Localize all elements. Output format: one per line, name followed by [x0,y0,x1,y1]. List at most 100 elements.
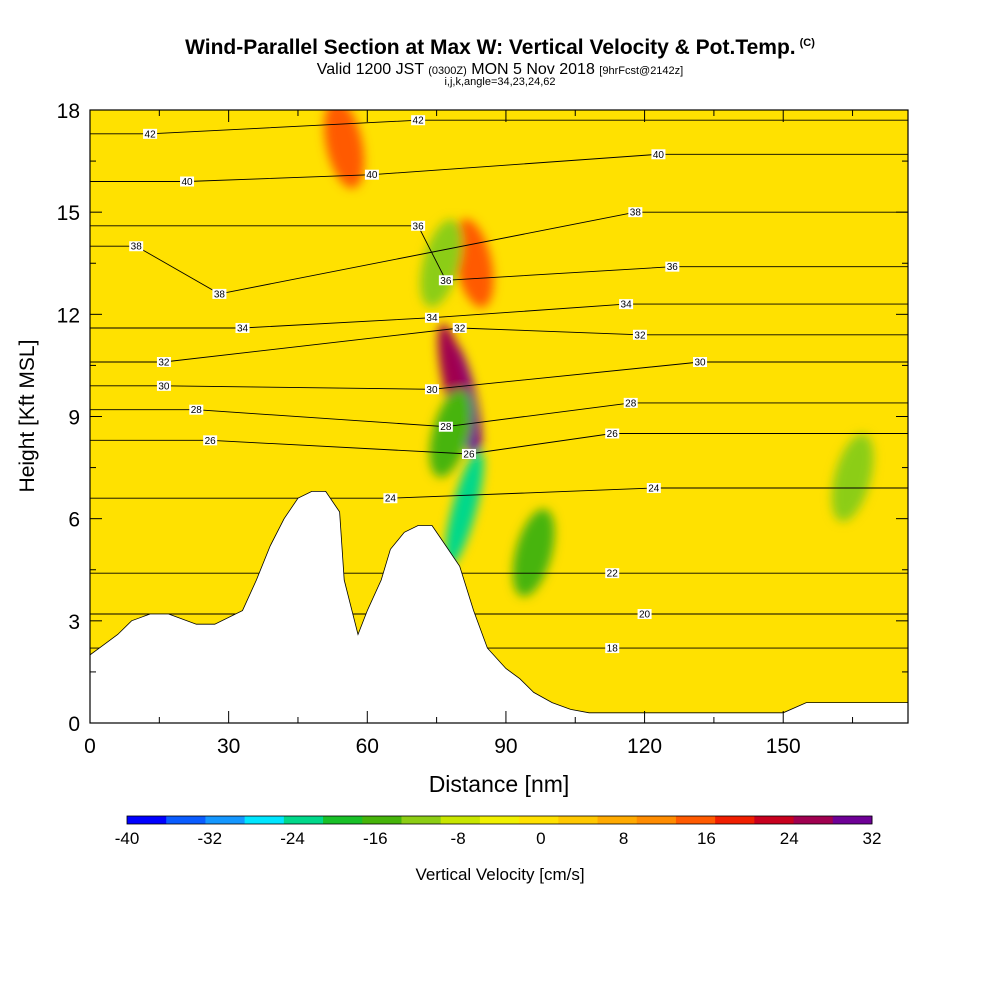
contour-label-text: 36 [413,221,425,232]
contour-label-text: 24 [648,484,660,495]
contour-label-box [605,568,620,579]
contour-label-text: 26 [607,429,619,440]
contour-label: 40 [651,149,666,161]
x-tick-label: 30 [217,735,240,758]
contour-label: 30 [424,384,439,396]
contour-label: 32 [632,329,647,341]
contour-label: 28 [438,421,453,433]
colorbar-swatch [519,816,559,824]
forecast-info: [9hrFcst@2142z] [599,65,684,77]
contour-label-text: 30 [694,358,706,369]
y-tick-label: 12 [57,304,80,327]
contour-label: 36 [411,220,426,232]
contour-label-text: 28 [191,405,203,416]
contour-label-box [424,384,439,395]
y-tick-label: 0 [68,713,80,736]
x-tick-label: 120 [627,735,662,758]
contour-label-box [646,483,661,494]
title-tag: (C) [799,37,815,49]
x-tick-label: 90 [494,735,517,758]
contour-label: 42 [411,115,426,127]
contour-label: 28 [189,404,204,416]
contour-label: 36 [665,261,680,273]
y-tick-label: 3 [68,611,80,634]
colorbar-swatch [205,816,246,824]
contour-label: 24 [646,483,661,495]
contour-label-text: 34 [426,313,438,324]
colorbar-swatch [636,816,677,824]
contour-label: 40 [364,169,379,181]
x-tick-label: 0 [84,735,96,758]
contour-label-text: 24 [385,494,397,505]
contour-label: 32 [156,357,171,369]
contour-label-box [203,435,218,446]
grid-info: i,j,k,angle=34,23,24,62 [444,76,556,88]
contour-label-box [212,288,227,299]
contour-label-text: 30 [158,381,170,392]
colorbar-swatch [675,816,716,824]
y-tick-label: 6 [68,509,80,532]
colorbar-tick-label: 8 [619,829,628,848]
colorbar-tick-label: 24 [780,829,799,848]
contour-labels: 42 42 40 40 40 38 38 38 36 36 36 34 34 34 32 32 32 30 30 30… [129,115,708,655]
velocity-feature [444,450,484,567]
velocity-feature [453,219,494,308]
contour-label-box [235,322,250,333]
y-tick-label: 18 [57,100,80,123]
colorbar-swatch [323,816,363,824]
contour-label: 24 [383,493,398,505]
contour-label-box [438,421,453,432]
contour-label-box [364,169,379,180]
contour-label: 30 [156,380,171,392]
terrain-mask [90,491,908,723]
colorbar-swatch [793,816,834,824]
y-tick-label: 15 [57,202,80,225]
contour-label: 18 [605,643,620,655]
velocity-feature [429,389,472,478]
colorbar-tick-label: 0 [536,829,545,848]
colorbar-swatch [479,816,520,824]
contour-label: 38 [628,207,643,219]
contour-label-text: 32 [158,358,170,369]
contour-label-box [180,176,195,187]
colorbar-swatch [832,816,873,824]
contour-label-box [156,357,171,368]
colorbar-tick-label: -40 [115,829,140,848]
contour-label-box [665,261,680,272]
valid-date: MON 5 Nov 2018 [471,61,595,78]
isentrope-line [90,487,908,499]
contour-label-box [632,329,647,340]
contour-label-box [438,275,453,286]
y-axis-label: Height [Kft MSL] [16,340,39,493]
contour-label-text: 38 [214,289,226,300]
contour-label: 26 [203,435,218,447]
contour-label-box [452,322,467,333]
velocity-feature [512,509,555,597]
contour-label: 36 [438,275,453,287]
contour-label: 42 [143,128,158,140]
contour-label-text: 28 [440,422,452,433]
colorbar-swatch [127,816,167,824]
contour-label-box [605,643,620,654]
contour-label-text: 32 [454,323,466,334]
colorbar-swatch [166,816,206,824]
colorbar-tick-label: -8 [451,829,466,848]
contour-label-text: 40 [366,170,378,181]
contour-label: 22 [605,568,620,580]
contour-label-text: 28 [625,398,637,409]
contour-label: 26 [605,428,620,440]
contour-label-box [651,149,666,160]
contour-label-box [637,609,652,620]
x-tick-label: 60 [356,735,379,758]
contour-label-text: 26 [463,449,475,460]
contour-label-text: 30 [426,385,438,396]
colorbar-swatch [715,816,755,824]
colorbar-swatch [244,816,285,824]
contour-label-text: 18 [607,644,619,655]
contour-label: 30 [693,357,708,369]
contour-label-text: 34 [237,323,249,334]
contour-label: 34 [619,299,634,311]
colorbar-tick-label: -32 [197,829,222,848]
contour-label-box [424,312,439,323]
